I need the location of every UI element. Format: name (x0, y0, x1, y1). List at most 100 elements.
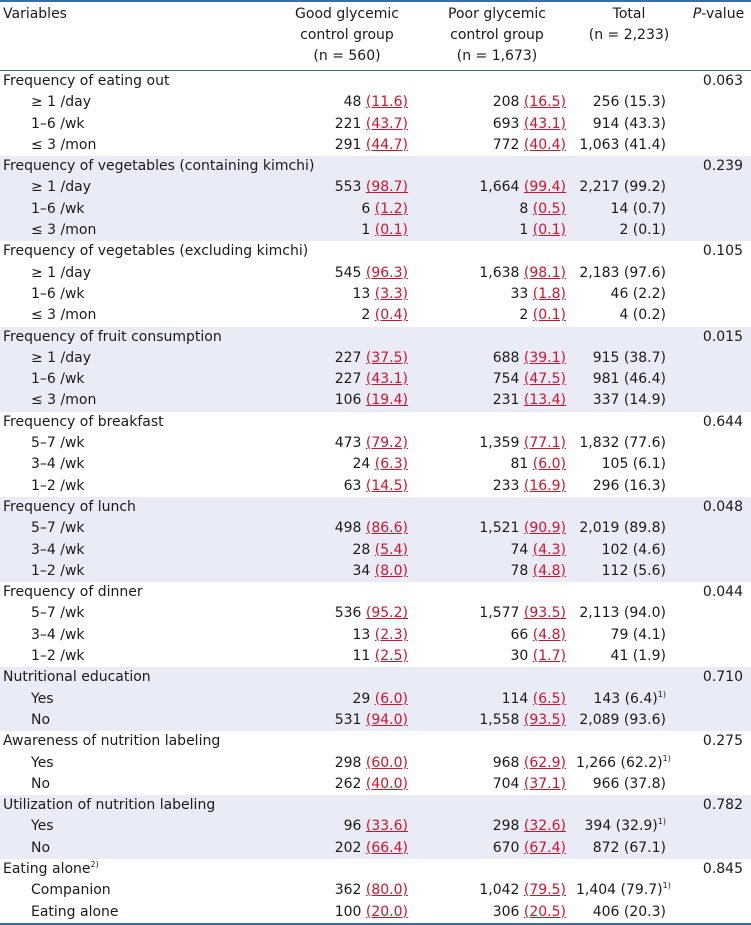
group-label-cell: Frequency of lunch (0, 496, 686, 519)
header-p-rest: -value (701, 6, 745, 22)
poor-group-cell: 66 (4.8) (422, 625, 572, 646)
total-cell: 966 (37.8) (572, 774, 686, 795)
good-percent: (20.0) (365, 903, 408, 920)
poor-group-cell: 114 (6.5) (422, 688, 572, 710)
poor-group-cell: 704 (37.1) (422, 774, 572, 795)
poor-count: 66 (510, 626, 529, 643)
poor-percent: (93.5) (523, 711, 566, 728)
group-label: Eating alone (3, 860, 91, 877)
total-cell: 337 (14.9) (572, 390, 686, 412)
table-row: ≥ 1 /day 545 (96.3) 1,638 (98.1) 2,183 (97.… (0, 263, 751, 284)
poor-percent: (0.1) (532, 222, 566, 239)
good-count: 13 (352, 285, 371, 302)
row-label: No (0, 709, 272, 732)
good-percent: (79.2) (365, 435, 408, 452)
good-group-cell: 96 (33.6) (272, 816, 422, 838)
group-label: Frequency of eating out (3, 73, 170, 89)
total-cell: 394 (32.9)1) (572, 816, 686, 838)
poor-group-cell: 693 (43.1) (422, 114, 572, 135)
poor-count: 74 (510, 541, 529, 558)
row-label: ≥ 1 /day (31, 94, 92, 111)
total-cell: 1,063 (41.4) (572, 135, 686, 156)
poor-count: 704 (492, 775, 520, 792)
row-label: ≥ 1 /day (31, 264, 92, 281)
good-count: 498 (334, 520, 362, 537)
group-label-cell: Frequency of breakfast (0, 412, 686, 433)
header-poor-line3: (n = 1,673) (456, 48, 538, 64)
good-group-cell: 28 (5.4) (272, 539, 422, 561)
good-percent: (37.5) (365, 349, 408, 366)
good-group-cell: 498 (86.6) (272, 518, 422, 540)
row-label: Companion (31, 882, 111, 899)
good-group-cell: 262 (40.0) (272, 774, 422, 795)
poor-count: 1,577 (479, 605, 520, 622)
poor-group-cell: 1,664 (99.4) (422, 177, 572, 199)
good-percent: (95.2) (365, 605, 408, 622)
poor-percent: (32.6) (523, 818, 566, 835)
p-value-empty (686, 220, 751, 242)
good-count: 2 (361, 307, 371, 324)
total-value: 105 (6.1) (601, 456, 666, 473)
row-label: ≥ 1 /day (0, 347, 272, 370)
p-value-empty (686, 433, 751, 454)
good-group-cell: 24 (6.3) (272, 454, 422, 475)
good-group-cell: 291 (44.7) (272, 135, 422, 156)
group-label: Utilization of nutrition labeling (3, 797, 216, 814)
good-percent: (6.3) (374, 456, 408, 473)
p-value-empty (686, 518, 751, 540)
poor-percent: (47.5) (523, 371, 566, 388)
row-label: Eating alone (0, 901, 272, 925)
p-value-empty (686, 198, 751, 221)
group-label-cell: Awareness of nutrition labeling (0, 731, 686, 752)
group-label: Frequency of vegetables (excluding kimch… (3, 243, 309, 260)
header-good-group: Good glycemic control group (n = 560) (272, 1, 422, 71)
p-value: 0.063 (702, 73, 743, 89)
good-group-cell: 100 (20.0) (272, 901, 422, 925)
table-row: ≤ 3 /mon 106 (19.4) 231 (13.4) 337 (14.9) (0, 390, 751, 412)
good-count: 227 (334, 349, 362, 366)
good-count: 48 (343, 94, 362, 111)
total-cell: 1,404 (79.7)1) (572, 880, 686, 901)
row-label: Yes (0, 688, 272, 710)
table-row: 1–6 /wk 13 (3.3) 33 (1.8) 46 (2.2) (0, 284, 751, 305)
p-value-empty (686, 774, 751, 795)
row-label: 5–7 /wk (31, 435, 85, 452)
variable-group: Utilization of nutrition labeling 0.782 Ye… (0, 795, 751, 859)
p-value-empty (686, 603, 751, 624)
header-good-line3: (n = 560) (313, 48, 381, 64)
poor-group-cell: 1,577 (93.5) (422, 603, 572, 624)
row-label: 5–7 /wk (31, 605, 85, 622)
p-value: 0.275 (702, 733, 743, 750)
total-value: 915 (38.7) (592, 349, 666, 366)
p-value: 0.239 (686, 156, 751, 178)
good-percent: (33.6) (365, 818, 408, 835)
poor-percent: (77.1) (523, 435, 566, 452)
good-group-cell: 34 (8.0) (272, 560, 422, 583)
poor-percent: (13.4) (523, 392, 566, 409)
poor-count: 78 (510, 562, 529, 579)
total-value: 1,404 (79.7) (576, 882, 663, 899)
p-value-empty (686, 560, 751, 583)
p-value-empty (686, 92, 751, 113)
table-row: ≤ 3 /mon 1 (0.1) 1 (0.1) 2 (0.1) (0, 220, 751, 242)
table-row: ≥ 1 /day 48 (11.6) 208 (16.5) 256 (15.3) (0, 92, 751, 113)
row-label: ≤ 3 /mon (31, 136, 97, 153)
variable-group: Frequency of vegetables (excluding kimch… (0, 241, 751, 326)
total-footnote-mark: 1) (662, 881, 671, 891)
good-group-cell: 553 (98.7) (272, 177, 422, 199)
poor-group-cell: 298 (32.6) (422, 816, 572, 838)
poor-group-cell: 233 (16.9) (422, 476, 572, 497)
total-cell: 872 (67.1) (572, 837, 686, 859)
table-row: 5–7 /wk 473 (79.2) 1,359 (77.1) 1,832 (77.6… (0, 433, 751, 454)
poor-group-cell: 1,638 (98.1) (422, 263, 572, 284)
good-count: 6 (361, 200, 371, 217)
row-label: 1–2 /wk (0, 560, 272, 583)
good-count: 1 (361, 222, 371, 239)
poor-percent: (20.5) (523, 903, 566, 920)
poor-count: 772 (492, 136, 520, 153)
total-value: 143 (6.4) (593, 690, 658, 707)
p-value-empty (686, 347, 751, 370)
poor-percent: (4.8) (532, 626, 566, 643)
good-count: 553 (334, 179, 362, 196)
